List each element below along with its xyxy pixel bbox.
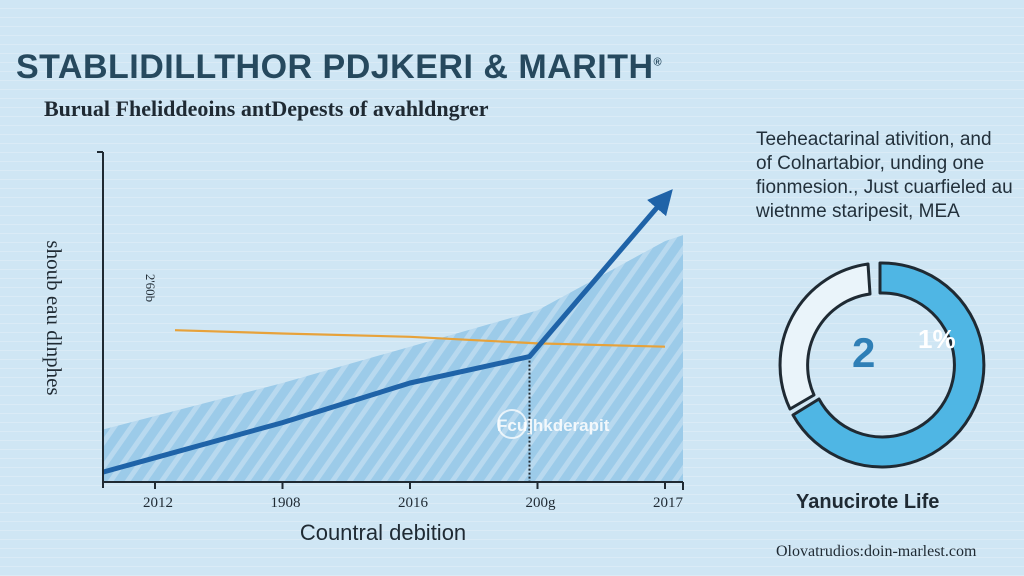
donut-value-left: 2 (852, 329, 876, 376)
trend-arrow-series (102, 189, 673, 475)
x-tick-label: 2016 (398, 495, 429, 511)
page-subtitle: Burual Fheliddeoins antDepests of avahld… (44, 96, 489, 121)
x-tick-label: 200g (526, 495, 557, 511)
chart-annotation: Fcu]hkderapit (497, 416, 610, 435)
area-series (103, 235, 683, 482)
description-line: wietnme staripesit, MEA (756, 201, 960, 222)
description-line: fionmesion., Just cuarfieled au (756, 177, 1013, 198)
y-axis-title: shoub eau dlnphes (42, 240, 66, 395)
page-title: STABLIDILLTHOR PDJKERI & MARITH® (16, 48, 663, 86)
footer-url: Olovatrudios:doin-marlest.com (776, 543, 977, 560)
annotation-logo-mark (497, 409, 527, 439)
donut-label: Yanucirote Life (796, 491, 940, 513)
registered-mark: ® (653, 56, 663, 69)
x-axis-title: Countral debition (300, 520, 466, 545)
description-text: Teeheactarinal ativition, and of Colnart… (756, 128, 1016, 224)
x-tick-label: 2017 (653, 495, 684, 511)
x-tick-label: 2012 (143, 495, 173, 511)
description-line: of Colnartabior, unding one (756, 153, 985, 174)
description-line: Teeheactarinal ativition, and (756, 129, 992, 150)
donut-value-right: 1% (918, 324, 956, 354)
donut-ring-segment (778, 262, 872, 411)
x-tick-label: 1908 (271, 495, 301, 511)
flat-line-series (174, 329, 666, 348)
donut-ring-main (791, 261, 986, 469)
donut-chart (778, 261, 986, 469)
line-chart: 2012 1908 2016 200g 2017 Countral debition sho… (42, 151, 684, 545)
y-tick-label: 2'60b (143, 274, 158, 302)
